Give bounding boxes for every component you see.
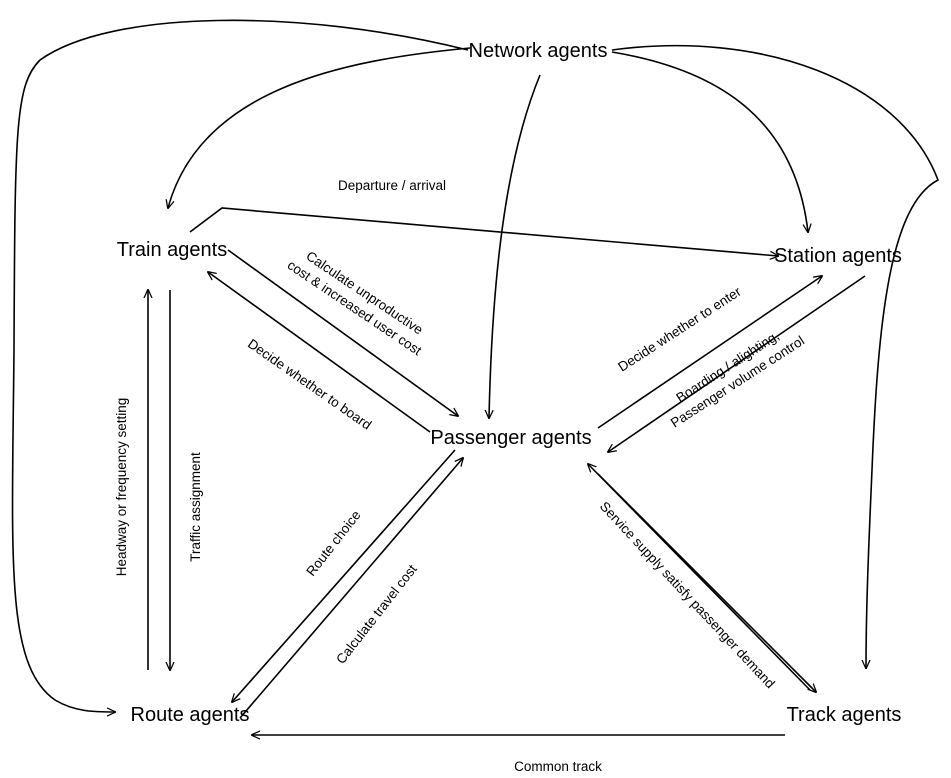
edge-route-to-passenger [239,458,463,719]
node-network-agents: Network agents [469,40,608,62]
node-train-agents: Train agents [117,239,227,261]
label-route-choice: Route choice [303,508,363,579]
label-traffic-assignment: Traffic assignment [188,452,203,562]
node-route-agents: Route agents [131,704,250,726]
edge-network-to-train [168,47,471,208]
edge-train-to-passenger [227,249,458,416]
edge-network-to-track [611,44,940,668]
label-service-supply: Service supply satisfy passenger demand [597,499,778,691]
edge-passenger-to-station [597,276,822,429]
label-calculate-travel-cost: Calculate travel cost [333,562,420,667]
edge-network-to-passenger [489,74,541,418]
node-station-agents: Station agents [774,245,902,267]
edge-network-to-route [11,19,469,712]
label-departure-arrival: Departure / arrival [338,178,446,193]
edge-station-to-passenger [608,275,866,452]
label-common-track: Common track [514,759,602,774]
edge-departure-arrival [189,207,778,256]
node-track-agents: Track agents [787,704,902,726]
edge-passenger-to-train [208,272,431,433]
edge-network-to-station [611,51,808,232]
label-decide-whether-to-board: Decide whether to board [245,336,374,433]
edge-passenger-to-track [597,473,816,692]
edge-passenger-to-route [232,449,456,702]
node-passenger-agents: Passenger agents [430,427,591,449]
label-headway-frequency-setting: Headway or frequency setting [114,398,129,577]
label-passenger-volume-control: Passenger volume control [668,333,807,431]
